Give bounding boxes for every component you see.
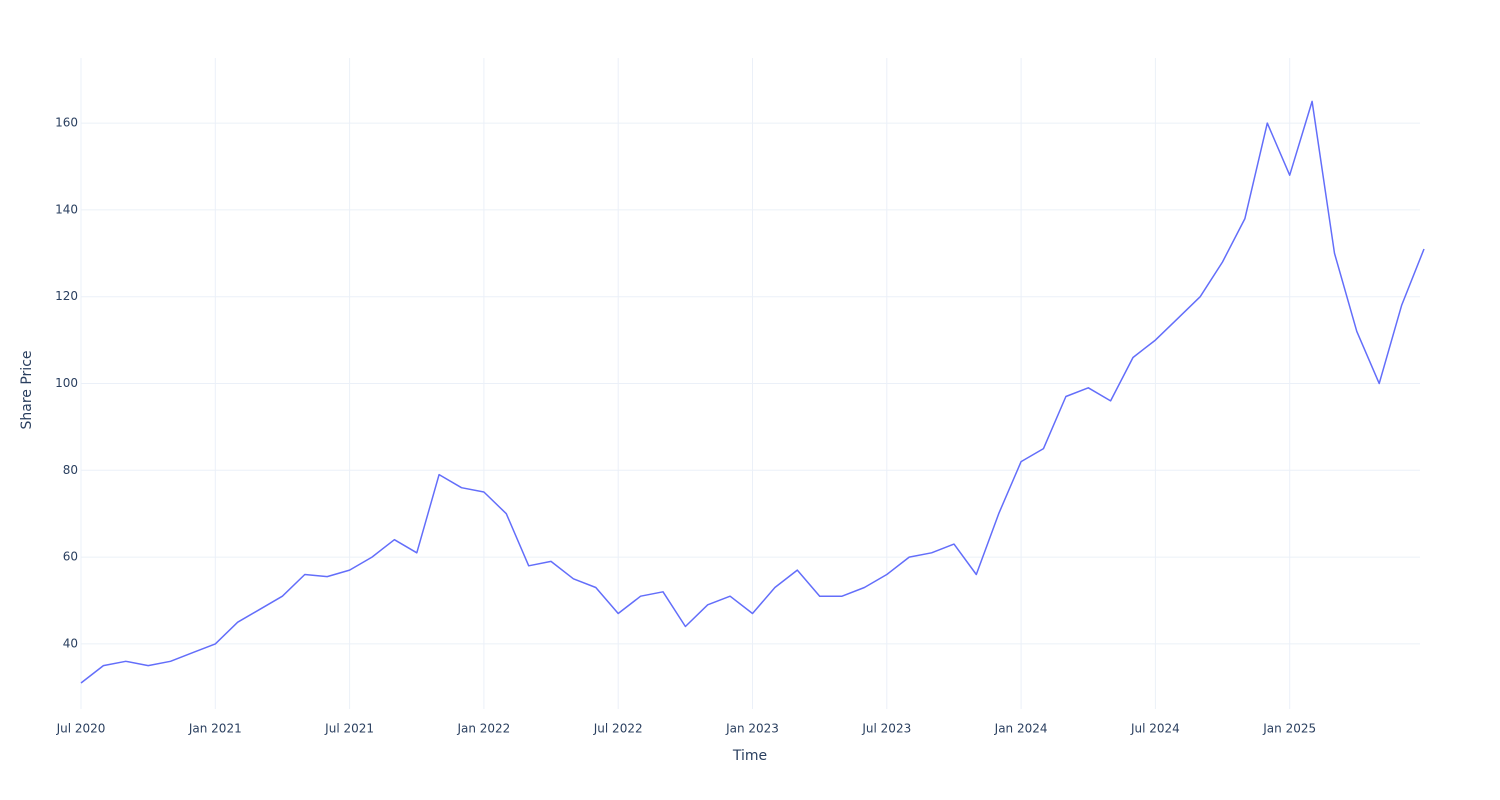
x-axis-title: Time: [732, 748, 767, 764]
y-axis-title: Share Price: [19, 350, 35, 429]
y-tick-label: 160: [55, 116, 78, 130]
x-tick-label: Jul 2021: [324, 722, 374, 736]
x-tick-label: Jul 2023: [861, 722, 911, 736]
y-tick-label: 40: [63, 636, 78, 650]
y-tick-label: 60: [63, 550, 78, 564]
y-tick-label: 140: [55, 202, 78, 216]
x-tick-label: Jan 2023: [725, 722, 779, 736]
y-tick-label: 120: [55, 289, 78, 303]
x-tick-label: Jan 2025: [1262, 722, 1316, 736]
y-tick-label: 80: [63, 463, 78, 477]
y-tick-label: 100: [55, 376, 78, 390]
price-line: [80, 100, 1425, 684]
x-tick-label: Jul 2022: [593, 722, 643, 736]
x-tick-label: Jul 2020: [56, 722, 106, 736]
x-tick-label: Jan 2021: [188, 722, 242, 736]
x-tick-label: Jan 2024: [994, 722, 1048, 736]
x-tick-label: Jan 2022: [456, 722, 510, 736]
x-tick-label: Jul 2024: [1130, 722, 1180, 736]
